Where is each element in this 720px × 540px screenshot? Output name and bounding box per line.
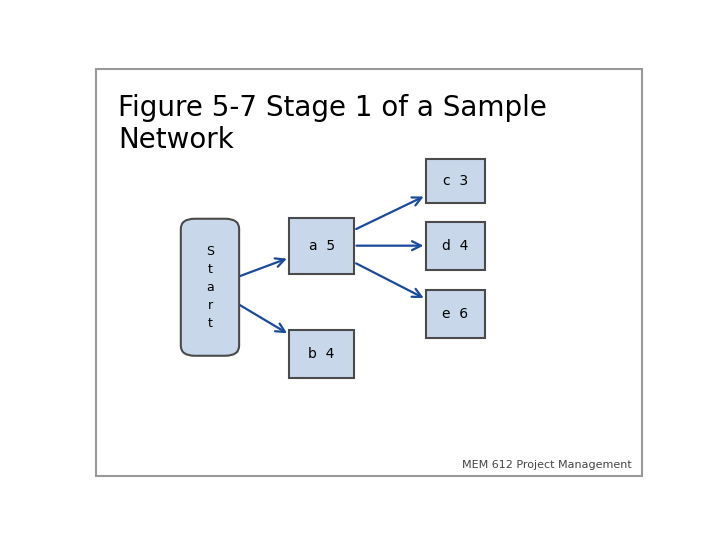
FancyBboxPatch shape (181, 219, 239, 356)
Text: c  3: c 3 (443, 174, 468, 188)
FancyBboxPatch shape (426, 291, 485, 338)
FancyBboxPatch shape (289, 330, 354, 377)
Text: MEM 612 Project Management: MEM 612 Project Management (462, 460, 631, 470)
FancyBboxPatch shape (289, 218, 354, 274)
FancyBboxPatch shape (426, 222, 485, 269)
FancyBboxPatch shape (426, 159, 485, 203)
Text: b  4: b 4 (308, 347, 335, 361)
Text: a  5: a 5 (308, 239, 335, 253)
Text: Figure 5-7 Stage 1 of a Sample
Network: Figure 5-7 Stage 1 of a Sample Network (118, 94, 546, 154)
Text: S
t
a
r
t: S t a r t (206, 245, 214, 330)
Text: e  6: e 6 (442, 307, 469, 321)
Text: d  4: d 4 (442, 239, 469, 253)
